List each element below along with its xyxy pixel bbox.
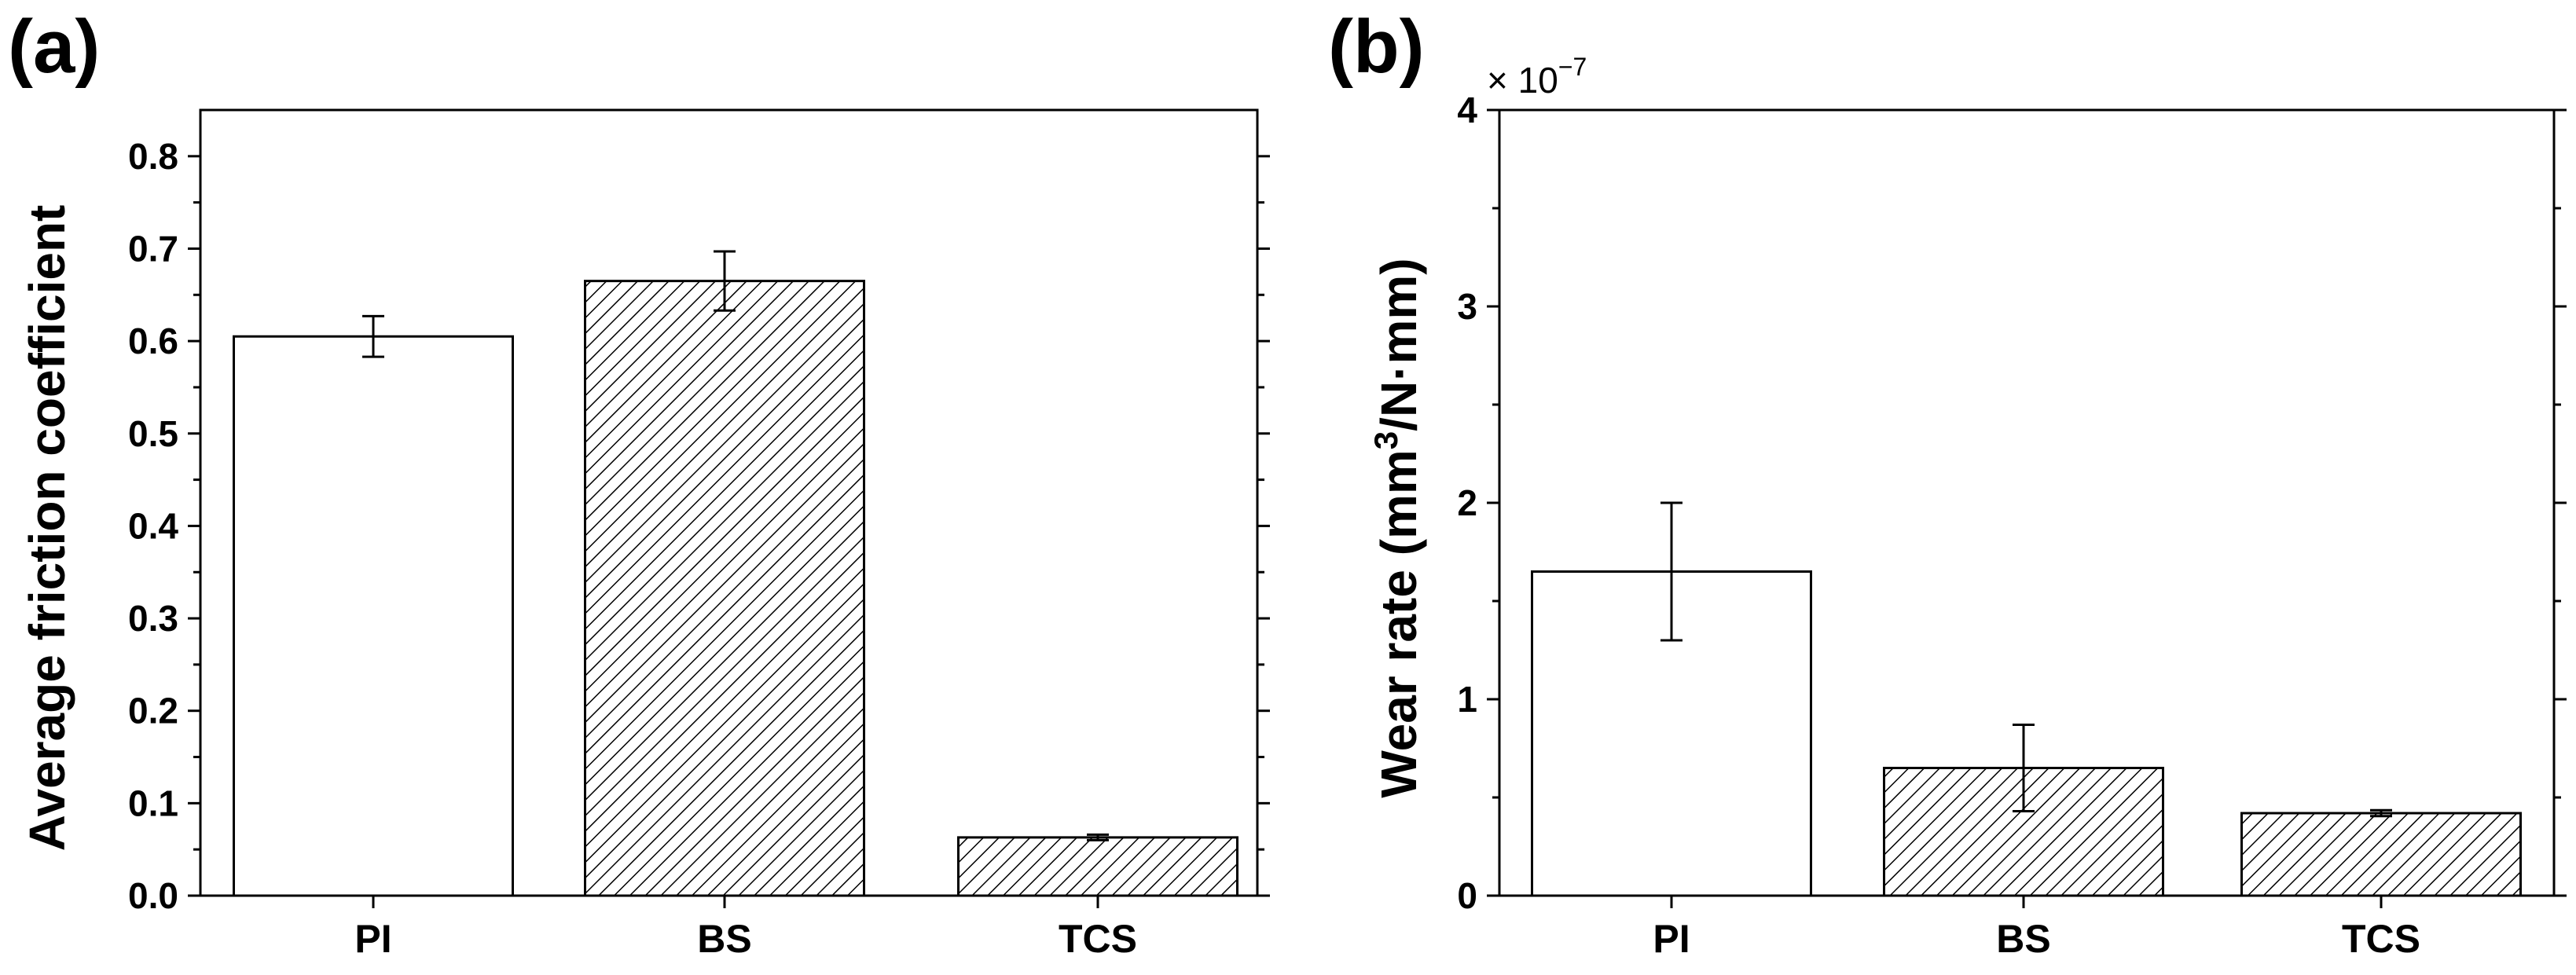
- y-tick-label: 1: [1457, 679, 1477, 720]
- y-axis-title-main: Wear rate (mm: [1371, 449, 1427, 797]
- x-tick-label-pi: PI: [354, 917, 391, 961]
- axis-ticks: [188, 155, 1270, 908]
- y-tick-label: 0.0: [128, 875, 178, 916]
- y-tick-label: 0: [1457, 875, 1477, 916]
- y-tick-label: 4: [1457, 90, 1477, 130]
- y-tick-label: 0.3: [128, 598, 178, 639]
- y-tick-label: 0.6: [128, 321, 178, 361]
- axis-ticks: [1487, 108, 2567, 908]
- y-tick-label: 0.4: [128, 505, 178, 546]
- x-tick-label-bs: BS: [697, 917, 751, 961]
- panel-a: (a) Average friction coefficient 0.00.10…: [8, 5, 1270, 961]
- y-tick-label: 0.7: [128, 228, 178, 269]
- y-axis-title: Wear rate (mm3/N·mm): [1367, 258, 1427, 797]
- y-axis-title-superscript: 3: [1367, 431, 1404, 449]
- y-tick-label: 2: [1457, 482, 1477, 523]
- x-tick-label-bs: BS: [1996, 917, 2050, 961]
- multiplier-exponent: −7: [1558, 53, 1587, 81]
- x-tick-label-pi: PI: [1653, 917, 1690, 961]
- panel-label: (a): [8, 5, 100, 89]
- y-tick-label: 0.5: [128, 413, 178, 454]
- plot-frame: [1498, 108, 2556, 897]
- y-tick-label: 3: [1457, 286, 1477, 327]
- plot-frame: [199, 108, 1259, 897]
- x-tick-label-tcs: TCS: [1059, 917, 1137, 961]
- y-tick-labels: 0 1 2 3 4: [1457, 90, 1477, 916]
- bars: [233, 280, 1238, 897]
- y-axis-title-suffix: /N·mm): [1371, 258, 1427, 431]
- x-tick-labels: PI BS TCS: [1653, 917, 2420, 961]
- bar-bs: [584, 280, 865, 897]
- error-bars: [1660, 501, 2392, 818]
- panel-label: (b): [1328, 5, 1425, 89]
- bar-tcs: [957, 836, 1238, 897]
- y-multiplier: × 10−7: [1487, 53, 1587, 101]
- y-tick-label: 0.8: [128, 136, 178, 177]
- error-bars: [362, 250, 1109, 841]
- bar-pi: [233, 335, 514, 897]
- y-axis-title: Average friction coefficient: [19, 205, 75, 852]
- x-tick-label-tcs: TCS: [2342, 917, 2420, 961]
- y-tick-label: 0.1: [128, 783, 178, 823]
- bar-tcs: [2240, 812, 2522, 897]
- x-tick-labels: PI BS TCS: [354, 917, 1137, 961]
- y-tick-labels: 0.0 0.1 0.2 0.3 0.4 0.5 0.6 0.7 0.8: [128, 136, 178, 916]
- y-tick-label: 0.2: [128, 691, 178, 731]
- bars: [1531, 570, 2522, 897]
- multiplier-base: × 10: [1487, 60, 1558, 101]
